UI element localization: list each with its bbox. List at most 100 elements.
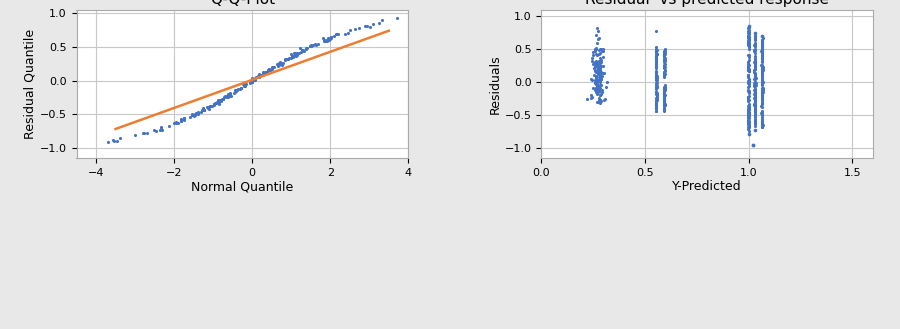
Point (322, 36, 337, 41)
Point (280, 57, 294, 62)
Point (754, 113, 769, 118)
Point (742, 52, 756, 58)
Point (650, 52, 664, 57)
Point (650, 47, 664, 52)
Point (285, 54, 300, 59)
Point (755, 69, 770, 75)
Point (275, 60, 290, 65)
Point (742, 88, 756, 93)
Point (755, 118, 770, 123)
Point (327, 34, 341, 39)
Point (742, 121, 756, 127)
Point (591, 89, 606, 94)
Point (742, 73, 756, 78)
Point (592, 86, 607, 91)
Point (266, 64, 280, 70)
Point (748, 59, 762, 64)
Point (649, 58, 663, 63)
Point (658, 61, 672, 66)
Point (657, 57, 671, 63)
Point (208, 101, 222, 106)
Point (657, 59, 671, 64)
Point (748, 74, 762, 80)
Point (649, 91, 663, 96)
Point (589, 68, 603, 73)
Point (585, 55, 599, 61)
Point (593, 98, 608, 104)
Point (755, 124, 770, 129)
Point (649, 99, 663, 104)
Point (747, 66, 761, 71)
Point (742, 107, 756, 112)
Point (746, 47, 760, 53)
Point (756, 64, 770, 69)
Point (748, 63, 762, 68)
Point (228, 89, 242, 95)
Point (657, 70, 671, 76)
Point (271, 62, 285, 67)
Point (747, 82, 761, 87)
Point (324, 35, 338, 40)
Point (755, 65, 770, 70)
Point (741, 108, 755, 113)
Point (657, 52, 671, 57)
Point (299, 45, 313, 50)
Point (586, 86, 600, 91)
Point (742, 103, 756, 108)
Point (747, 80, 761, 86)
Point (658, 88, 672, 93)
Point (742, 44, 756, 49)
Point (591, 78, 606, 84)
Point (742, 36, 756, 41)
Point (742, 76, 756, 81)
Point (748, 61, 762, 66)
Point (755, 70, 770, 75)
Point (755, 40, 770, 45)
Point (657, 90, 671, 96)
Point (741, 31, 755, 36)
Point (755, 43, 770, 48)
Point (284, 53, 299, 58)
Point (748, 46, 762, 51)
Point (649, 48, 663, 53)
Point (755, 90, 770, 95)
Point (741, 108, 755, 113)
Point (657, 75, 671, 80)
Point (657, 99, 671, 105)
Point (747, 42, 761, 47)
Point (592, 95, 607, 101)
Point (649, 28, 663, 34)
Point (592, 50, 607, 56)
Point (649, 84, 663, 89)
Point (216, 96, 230, 101)
Point (742, 78, 756, 83)
Point (755, 45, 770, 51)
Point (591, 48, 606, 53)
Point (741, 39, 755, 45)
Point (649, 68, 663, 73)
Point (366, 22, 381, 27)
Point (742, 69, 756, 74)
Point (360, 23, 374, 29)
Point (755, 79, 770, 84)
Point (590, 77, 604, 82)
Point (741, 64, 755, 69)
Point (649, 108, 663, 114)
Point (302, 43, 317, 49)
Point (755, 65, 770, 70)
Point (748, 120, 762, 125)
Point (754, 58, 769, 63)
Point (748, 59, 762, 64)
Point (754, 55, 769, 60)
Point (649, 73, 663, 79)
Point (748, 87, 762, 92)
Point (281, 57, 295, 62)
Point (245, 75, 259, 81)
Point (657, 102, 671, 108)
Point (212, 98, 227, 103)
Point (748, 42, 762, 48)
Point (747, 66, 761, 72)
Point (748, 109, 762, 114)
Point (174, 117, 188, 122)
Point (657, 57, 671, 63)
